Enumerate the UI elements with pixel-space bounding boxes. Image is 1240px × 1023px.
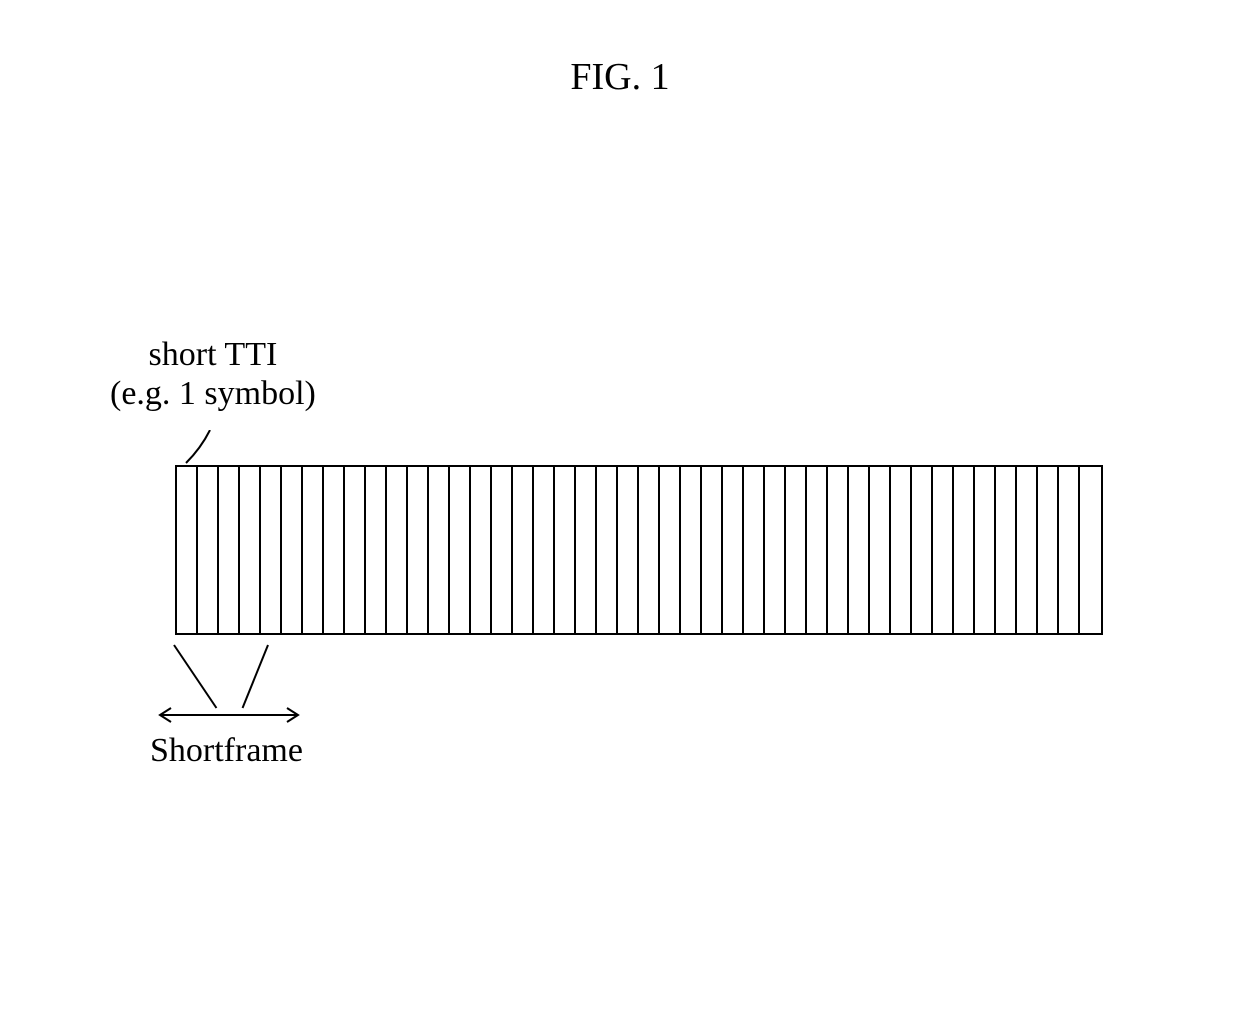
symbol-slot [681, 467, 702, 633]
symbol-slot [387, 467, 408, 633]
symbol-slot [639, 467, 660, 633]
symbol-slot [240, 467, 261, 633]
symbol-slot [954, 467, 975, 633]
symbol-slot [492, 467, 513, 633]
symbol-slot [324, 467, 345, 633]
symbol-slot [366, 467, 387, 633]
shortframe-bracket [148, 640, 318, 730]
symbol-slot [996, 467, 1017, 633]
figure-title: FIG. 1 [570, 55, 669, 99]
symbol-slot [177, 467, 198, 633]
symbol-slot [513, 467, 534, 633]
symbol-slot [933, 467, 954, 633]
symbol-slot [849, 467, 870, 633]
symbol-slot [1017, 467, 1038, 633]
label-line-1: short TTI [110, 335, 316, 374]
symbol-slot [702, 467, 723, 633]
symbol-slot [828, 467, 849, 633]
symbol-slot [534, 467, 555, 633]
short-tti-label: short TTI (e.g. 1 symbol) [110, 335, 316, 413]
symbol-bar [175, 465, 1103, 635]
symbol-slot [765, 467, 786, 633]
symbol-slot [282, 467, 303, 633]
symbol-slot [807, 467, 828, 633]
symbol-slot [1038, 467, 1059, 633]
symbol-slot [912, 467, 933, 633]
symbol-slot [597, 467, 618, 633]
symbol-slot [303, 467, 324, 633]
symbol-slot [450, 467, 471, 633]
symbol-slot [891, 467, 912, 633]
label-line-2: (e.g. 1 symbol) [110, 374, 316, 413]
symbol-slot [345, 467, 366, 633]
symbol-slot [471, 467, 492, 633]
symbol-slot [870, 467, 891, 633]
shortframe-label: Shortframe [150, 732, 303, 770]
symbol-slot [219, 467, 240, 633]
symbol-slot [786, 467, 807, 633]
symbol-slot [975, 467, 996, 633]
symbol-slot [429, 467, 450, 633]
symbol-slot [576, 467, 597, 633]
leader-line [173, 430, 223, 470]
symbol-slot [261, 467, 282, 633]
symbol-slot [198, 467, 219, 633]
symbol-slot [408, 467, 429, 633]
symbol-slot [618, 467, 639, 633]
symbol-slot [723, 467, 744, 633]
symbol-slot [744, 467, 765, 633]
symbol-slot [660, 467, 681, 633]
symbol-slot [1080, 467, 1101, 633]
symbol-slot [555, 467, 576, 633]
symbol-slot [1059, 467, 1080, 633]
